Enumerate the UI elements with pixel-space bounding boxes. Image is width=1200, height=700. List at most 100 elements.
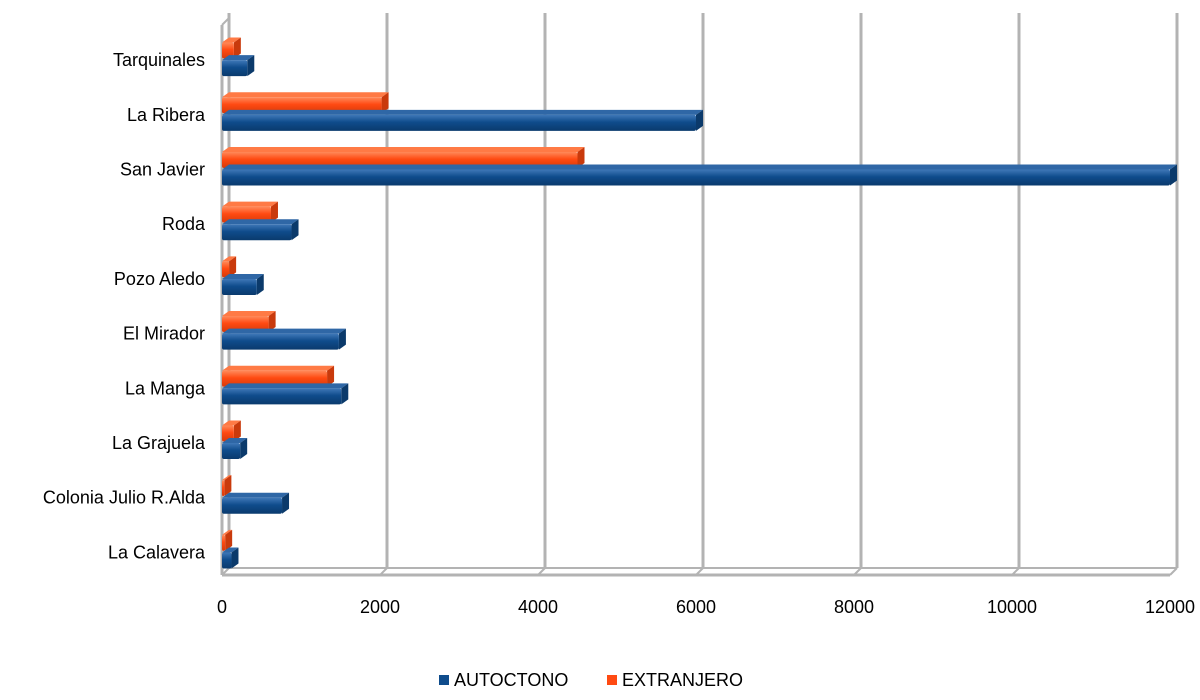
bar-autoctono [222, 273, 264, 295]
bar-end-face [247, 55, 255, 77]
bar-top-face [222, 475, 232, 481]
category-label: La Manga [125, 378, 206, 398]
bar-top-face [222, 492, 290, 498]
bar-top-face [222, 219, 299, 225]
bar-front-face [222, 169, 1170, 186]
bar-extranjero [222, 365, 335, 387]
bar-front-face [222, 42, 234, 59]
legend-swatch-autoctono [439, 675, 449, 685]
bar-end-face [231, 547, 239, 569]
bar-top-face [222, 438, 248, 444]
x-tick-labels: 0 2000 4000 6000 8000 10000 12000 [217, 597, 1195, 617]
bar-front-face [222, 224, 292, 241]
bar-front-face [222, 261, 230, 278]
legend-swatch-extranjero [607, 675, 617, 685]
bar-autoctono [222, 547, 239, 569]
bar-top-face [222, 547, 239, 553]
bar-autoctono [222, 164, 1177, 186]
bar-extranjero [222, 256, 237, 278]
bar-end-face [233, 420, 241, 442]
bar-top-face [222, 311, 276, 317]
bar-front-face [222, 114, 696, 131]
bar-top-face [222, 420, 241, 426]
bar-end-face [268, 311, 276, 333]
bar-front-face [222, 443, 241, 460]
bar-front-face [222, 206, 271, 223]
bar-top-face [222, 383, 349, 389]
bar-autoctono [222, 109, 703, 131]
bar-front-face [222, 370, 328, 387]
bar-end-face [291, 219, 299, 241]
bar-end-face [225, 529, 233, 551]
x-tick-label: 4000 [518, 597, 558, 617]
x-tick-label: 12000 [1145, 597, 1195, 617]
bar-end-face [233, 37, 241, 59]
bar-end-face [229, 256, 237, 278]
y-axis-top-connector [221, 17, 230, 26]
category-labels: Tarquinales La Ribera San Javier Roda Pozo A… [43, 50, 206, 562]
bar-extranjero [222, 201, 278, 223]
bars [222, 37, 1177, 569]
bar-extranjero [222, 420, 241, 442]
bar-autoctono [222, 492, 290, 514]
bar-top-face [222, 164, 1177, 170]
bar-end-face [1170, 164, 1177, 186]
bar-extranjero [222, 146, 585, 168]
category-label: Tarquinales [113, 50, 205, 70]
category-label: San Javier [120, 160, 205, 180]
category-label: La Grajuela [112, 433, 206, 453]
bar-extranjero [222, 529, 233, 551]
legend: AUTOCTONO EXTRANJERO [439, 670, 743, 690]
bar-autoctono [222, 328, 346, 350]
bar-front-face [222, 425, 234, 442]
x-tick-label: 10000 [987, 597, 1037, 617]
bar-end-face [224, 475, 232, 497]
bar-top-face [222, 365, 335, 371]
bar-end-face [282, 492, 290, 514]
category-label: Colonia Julio R.Alda [43, 488, 206, 508]
bar-extranjero [222, 92, 389, 114]
gridline-floor-12000 [1169, 567, 1178, 576]
bar-top-face [222, 273, 264, 279]
bar-end-face [577, 146, 585, 168]
bar-end-face [270, 201, 278, 223]
bar-front-face [222, 316, 269, 333]
bar-end-face [338, 328, 346, 350]
bar-front-face [222, 333, 339, 350]
bar-extranjero [222, 37, 241, 59]
bar-front-face [222, 97, 382, 114]
bar-front-face [222, 552, 232, 569]
bar-front-face [222, 388, 342, 405]
bar-autoctono [222, 55, 255, 77]
bar-top-face [222, 55, 255, 61]
bar-top-face [222, 109, 703, 115]
bar-top-face [222, 146, 585, 152]
category-label: El Mirador [123, 324, 205, 344]
x-tick-label: 6000 [676, 597, 716, 617]
x-tick-label: 0 [217, 597, 227, 617]
bar-extranjero [222, 311, 276, 333]
bar-top-face [222, 37, 241, 43]
category-label: La Calavera [108, 542, 206, 562]
bar-front-face [222, 278, 257, 295]
category-label: Pozo Aledo [114, 269, 205, 289]
x-tick-label: 2000 [360, 597, 400, 617]
bar-end-face [256, 273, 264, 295]
category-label: La Ribera [127, 105, 206, 125]
bar-end-face [240, 438, 248, 460]
bar-front-face [222, 151, 578, 168]
bar-autoctono [222, 383, 349, 405]
x-tick-label: 8000 [834, 597, 874, 617]
bar-front-face [222, 60, 248, 77]
bar-front-face [222, 480, 225, 497]
bar-end-face [381, 92, 389, 114]
bar-top-face [222, 328, 346, 334]
legend-label: AUTOCTONO [454, 670, 568, 690]
bar-top-face [222, 529, 233, 535]
category-label: Roda [162, 214, 206, 234]
legend-label: EXTRANJERO [622, 670, 743, 690]
bar-top-face [222, 92, 389, 98]
bar-end-face [696, 109, 703, 131]
